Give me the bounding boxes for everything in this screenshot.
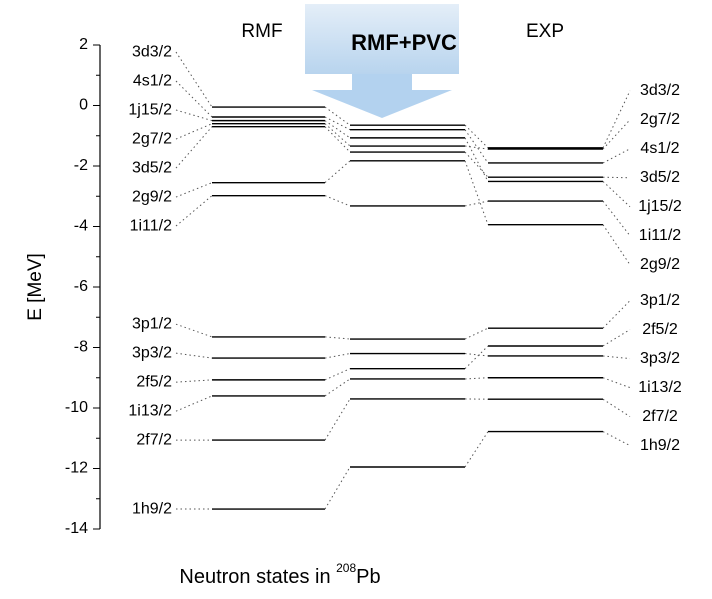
column-connector xyxy=(324,126,351,153)
level-label: 2g9/2 xyxy=(132,188,172,205)
y-tick-label: -10 xyxy=(65,399,88,416)
level-label: 1i11/2 xyxy=(639,227,682,244)
column-connector xyxy=(324,378,351,397)
level-label: 3d3/2 xyxy=(640,82,680,99)
column-connector xyxy=(324,466,351,510)
level-label: 3d5/2 xyxy=(132,159,172,176)
label-connector xyxy=(175,379,213,383)
y-tick-label: -8 xyxy=(74,339,88,356)
label-connector xyxy=(602,431,631,447)
column-connector xyxy=(324,368,351,381)
label-connector xyxy=(602,181,631,208)
level-label: 2g7/2 xyxy=(132,130,172,147)
level-label: 1h9/2 xyxy=(132,500,172,517)
column-connector xyxy=(464,200,489,207)
x-label-sup: 208 xyxy=(336,561,356,575)
column-title: EXP xyxy=(526,21,564,42)
y-tick-label: -6 xyxy=(74,278,88,295)
label-connector xyxy=(602,90,631,149)
level-label: 1h9/2 xyxy=(640,437,680,454)
label-connector xyxy=(602,355,631,360)
label-connector xyxy=(602,398,631,418)
y-tick-label: -2 xyxy=(74,157,88,174)
column-connector xyxy=(464,151,489,178)
pvc-arrow xyxy=(305,4,459,118)
level-label: 2f5/2 xyxy=(136,373,172,390)
label-connector xyxy=(175,182,213,198)
level-label: 2f7/2 xyxy=(136,431,172,448)
label-connector xyxy=(602,148,631,164)
column-connector xyxy=(464,124,489,149)
label-connector xyxy=(175,123,213,140)
label-connector xyxy=(602,329,631,347)
column-title: RMF xyxy=(241,21,282,42)
column-connector xyxy=(464,160,489,225)
column-connector xyxy=(324,398,351,441)
level-label: 2f5/2 xyxy=(642,321,678,338)
x-label-text: Pb xyxy=(356,566,380,588)
level-label: 2f7/2 xyxy=(642,408,678,425)
level-label: 1j15/2 xyxy=(638,198,682,215)
column-connector xyxy=(324,353,351,359)
label-connector xyxy=(175,126,213,169)
y-axis-label: E [MeV] xyxy=(25,253,46,321)
label-connector xyxy=(175,195,213,227)
level-label: 3p3/2 xyxy=(132,344,172,361)
column-connector xyxy=(324,106,351,126)
column-title: RMF+PVC xyxy=(351,30,457,55)
column-connector xyxy=(464,353,489,357)
x-label-text: Neutron states in xyxy=(179,566,336,588)
y-tick-label: -12 xyxy=(65,460,88,477)
column-connector xyxy=(324,195,351,207)
column-connector xyxy=(464,137,489,182)
label-connector xyxy=(602,200,631,237)
level-label: 1i13/2 xyxy=(128,402,172,419)
column-connector xyxy=(464,431,489,468)
column-connector xyxy=(464,145,489,150)
y-tick-label: -4 xyxy=(74,218,88,235)
column-connector xyxy=(464,377,489,380)
level-label: 3d3/2 xyxy=(132,43,172,60)
label-connector xyxy=(602,300,631,329)
level-label: 4s1/2 xyxy=(640,140,679,157)
label-connector xyxy=(175,323,213,338)
column-connector xyxy=(324,336,351,340)
level-label: 1i11/2 xyxy=(130,217,173,234)
label-connector xyxy=(602,176,631,179)
level-label: 2g9/2 xyxy=(640,256,680,273)
label-connector xyxy=(175,51,213,108)
y-tick-label: 0 xyxy=(79,97,88,114)
level-label: 2g7/2 xyxy=(640,111,680,128)
label-connector xyxy=(175,109,213,122)
label-connector xyxy=(175,395,213,412)
label-connector xyxy=(175,352,213,359)
level-label: 3d5/2 xyxy=(640,169,680,186)
level-label: 4s1/2 xyxy=(133,72,172,89)
y-tick-label: -14 xyxy=(65,520,88,537)
label-connector xyxy=(602,377,631,389)
x-axis-label: Neutron states in 208Pb xyxy=(179,561,380,588)
label-connector xyxy=(602,119,631,150)
column-connector xyxy=(464,129,489,164)
column-connector xyxy=(324,160,351,184)
level-label: 3p3/2 xyxy=(640,350,680,367)
level-label: 1j15/2 xyxy=(128,101,172,118)
level-label: 1i13/2 xyxy=(638,379,682,396)
column-connector xyxy=(464,345,489,370)
y-tick-label: 2 xyxy=(79,36,88,53)
column-connector xyxy=(324,123,351,147)
column-connector xyxy=(464,327,489,340)
column-connector xyxy=(324,120,351,139)
level-label: 3p1/2 xyxy=(132,315,172,332)
level-label: 3p1/2 xyxy=(640,292,680,309)
column-connector xyxy=(324,116,351,131)
